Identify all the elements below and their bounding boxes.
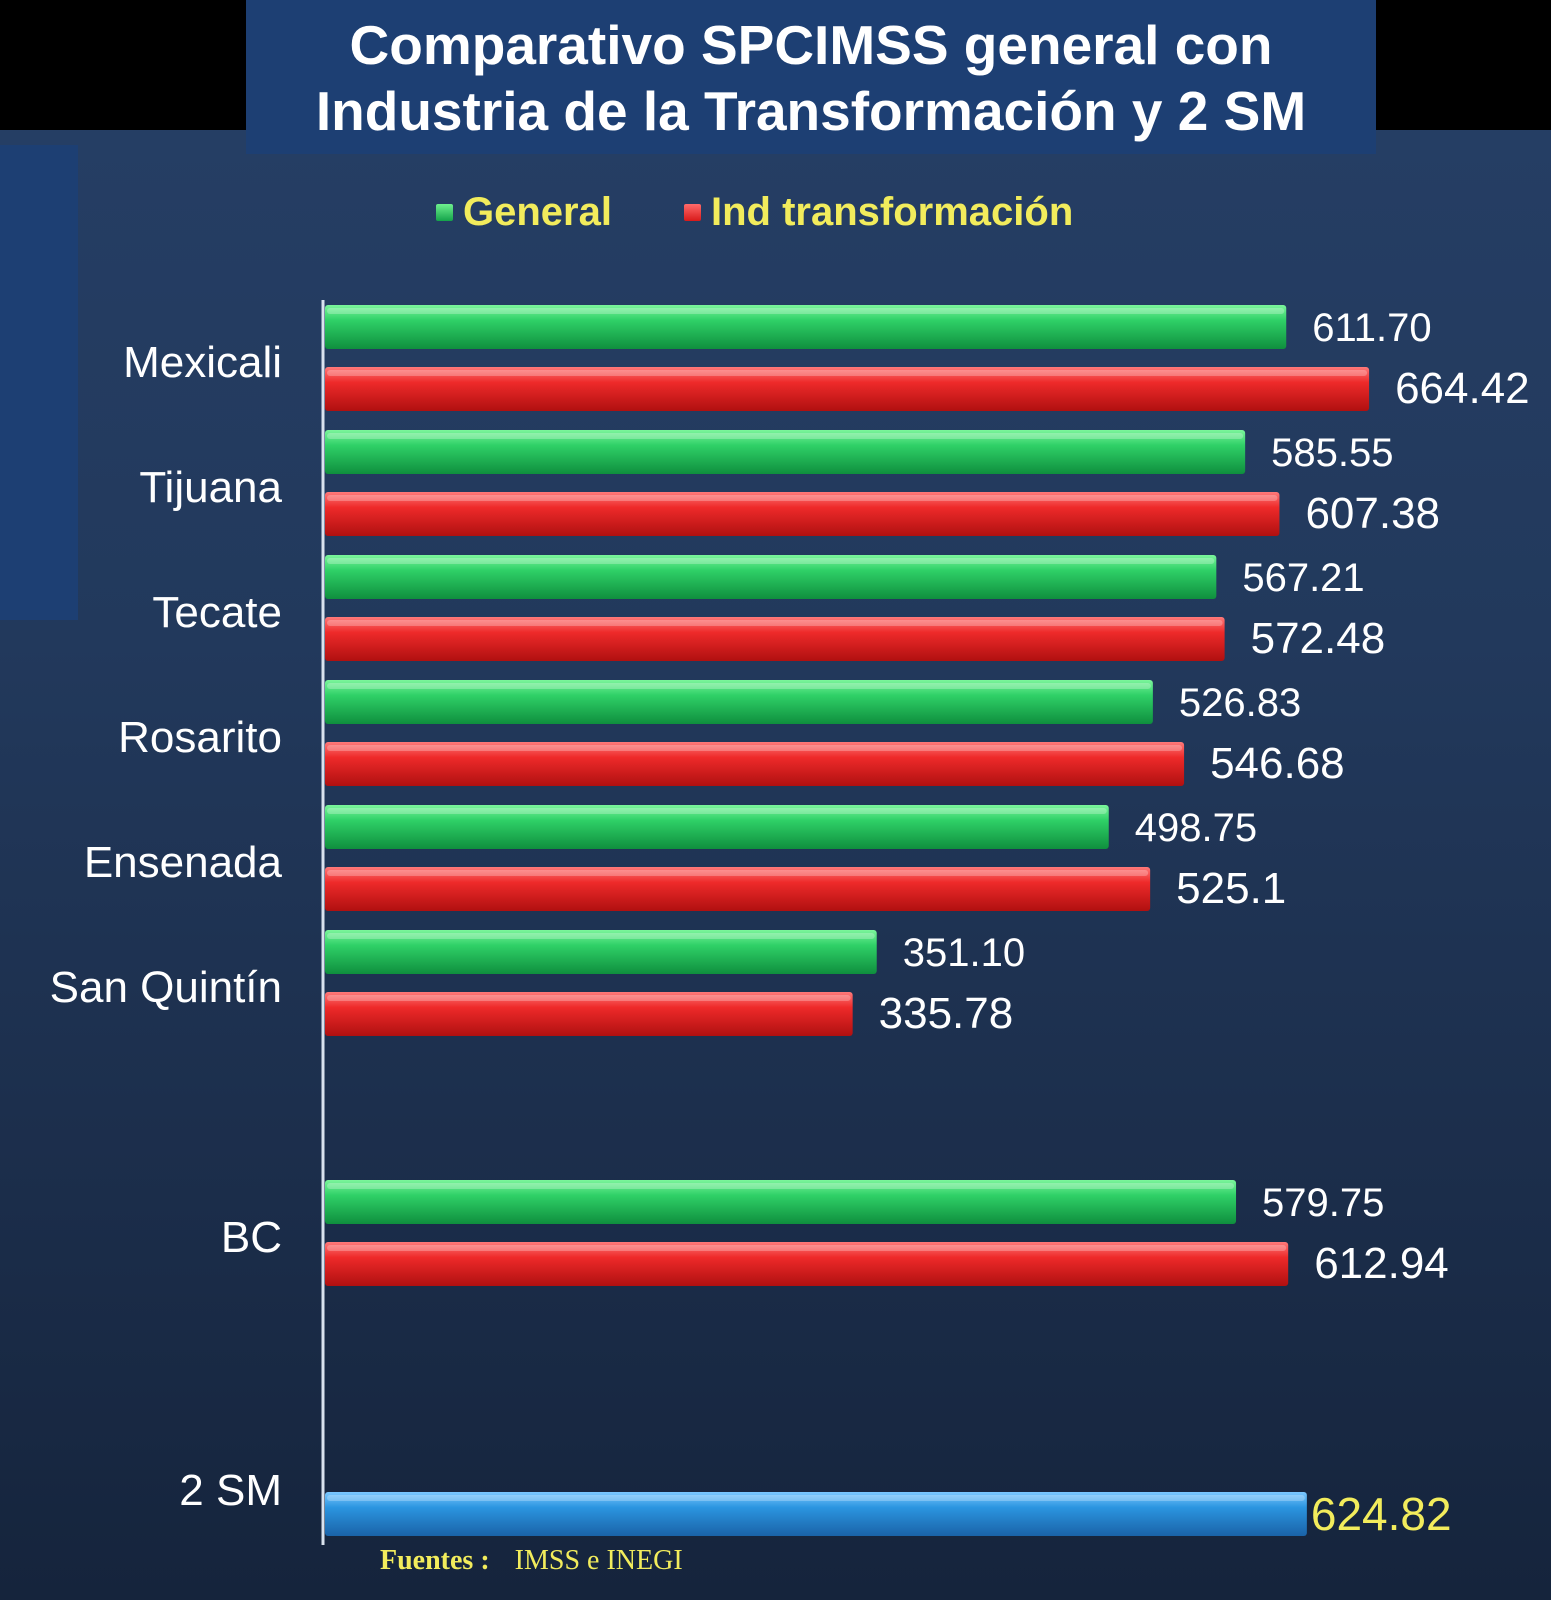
value-label-ind-mexicali: 664.42	[1395, 364, 1530, 413]
bar-highlight	[327, 1245, 1287, 1251]
category-label-rosarito: Rosarito	[118, 713, 282, 762]
value-label-general-bc: 579.75	[1262, 1181, 1384, 1225]
bar-highlight	[327, 620, 1223, 626]
legend-label-ind: Ind transformación	[711, 190, 1074, 234]
bar-highlight	[327, 1183, 1235, 1189]
left-panel	[0, 145, 78, 620]
bar-highlight	[327, 995, 851, 1001]
value-label-general-san-quintin: 351.10	[903, 931, 1025, 975]
bar-ind-tijuana	[325, 492, 1280, 536]
legend-swatch-general	[436, 204, 453, 221]
bar-general-tijuana	[325, 430, 1246, 474]
category-label-san-quintin: San Quintín	[50, 963, 282, 1012]
bar-highlight	[327, 308, 1285, 314]
bar-highlight	[327, 870, 1149, 876]
value-label-ind-tijuana: 607.38	[1305, 489, 1440, 538]
bar-general-san-quintin	[325, 930, 877, 974]
category-label-bc: BC	[221, 1213, 282, 1262]
legend-item-ind: Ind transformación	[684, 190, 1073, 235]
bar-ind-san-quintin	[325, 992, 853, 1036]
bar-highlight	[327, 558, 1215, 564]
category-label-tijuana: Tijuana	[139, 463, 282, 512]
value-label-general-tijuana: 585.55	[1271, 431, 1393, 475]
value-label-general-ensenada: 498.75	[1135, 806, 1257, 850]
bar-ind-ensenada	[325, 867, 1151, 911]
title-line-1: Comparativo SPCIMSS general con	[349, 14, 1273, 76]
bar-highlight	[327, 1495, 1305, 1501]
bar-ind-mexicali	[325, 367, 1370, 411]
category-label-ensenada: Ensenada	[84, 838, 283, 887]
value-label-ind-tecate: 572.48	[1251, 614, 1386, 663]
bar-highlight	[327, 433, 1244, 439]
source-note: Fuentes : IMSS e INEGI	[380, 1545, 683, 1577]
bar-highlight	[327, 495, 1278, 501]
category-label-mexicali: Mexicali	[123, 338, 282, 387]
legend-label-general: General	[463, 190, 612, 234]
source-text: IMSS e INEGI	[514, 1545, 683, 1576]
bar-highlight	[327, 683, 1151, 689]
bar-highlight	[327, 745, 1183, 751]
bar-general-mexicali	[325, 305, 1287, 349]
chart-title: Comparativo SPCIMSS general con Industri…	[246, 0, 1376, 154]
legend-item-general: General	[436, 190, 612, 235]
bar-highlight	[327, 370, 1368, 376]
bar-general-tecate	[325, 555, 1217, 599]
value-label-ind-san-quintin: 335.78	[879, 989, 1014, 1038]
value-label-reference-2-sm: 624.82	[1311, 1488, 1452, 1540]
value-label-general-mexicali: 611.70	[1312, 306, 1431, 350]
value-label-ind-bc: 612.94	[1314, 1239, 1449, 1288]
category-label-2-sm: 2 SM	[179, 1466, 282, 1515]
title-line-2: Industria de la Transformación y 2 SM	[315, 80, 1307, 142]
bar-reference-2-sm	[325, 1492, 1307, 1536]
legend-swatch-ind	[684, 204, 701, 221]
bar-highlight	[327, 808, 1107, 814]
category-label-tecate: Tecate	[152, 588, 282, 637]
bar-ind-tecate	[325, 617, 1225, 661]
source-label: Fuentes :	[380, 1545, 490, 1576]
bar-general-rosarito	[325, 680, 1153, 724]
legend: General Ind transformación	[0, 190, 1551, 246]
value-label-ind-ensenada: 525.1	[1176, 864, 1286, 913]
value-label-general-tecate: 567.21	[1242, 556, 1364, 600]
bar-highlight	[327, 933, 875, 939]
bar-general-ensenada	[325, 805, 1109, 849]
bar-general-bc	[325, 1180, 1237, 1224]
value-label-ind-rosarito: 546.68	[1210, 739, 1345, 788]
value-label-general-rosarito: 526.83	[1179, 681, 1301, 725]
bar-ind-bc	[325, 1242, 1289, 1286]
bar-ind-rosarito	[325, 742, 1185, 786]
